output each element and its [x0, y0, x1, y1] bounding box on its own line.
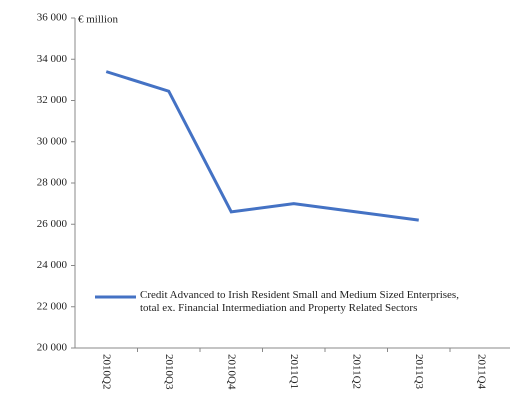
- y-tick-label: 22 000: [37, 300, 68, 312]
- x-tick-label: 2011Q4: [476, 354, 488, 390]
- y-tick-label: 26 000: [37, 218, 68, 230]
- y-tick-label: 20 000: [37, 342, 68, 354]
- unit-annotation: € million: [78, 14, 119, 26]
- y-tick-label: 32 000: [37, 94, 68, 106]
- x-tick-label: 2010Q4: [226, 354, 238, 390]
- x-tick-label: 2011Q3: [413, 354, 425, 390]
- data-line: [105, 70, 419, 222]
- x-tick-label: 2010Q3: [163, 354, 175, 390]
- y-tick-label: 30 000: [37, 135, 68, 147]
- y-tick-label: 24 000: [37, 259, 68, 271]
- x-tick-label: 2011Q1: [288, 354, 300, 389]
- y-tick-label: 28 000: [37, 177, 68, 189]
- legend-label: Credit Advanced to Irish Resident Small …: [140, 289, 459, 314]
- y-tick-label: 36 000: [37, 12, 68, 24]
- y-tick-label: 34 000: [37, 53, 68, 65]
- x-tick-label: 2010Q2: [101, 354, 113, 389]
- x-tick-label: 2011Q2: [351, 354, 363, 389]
